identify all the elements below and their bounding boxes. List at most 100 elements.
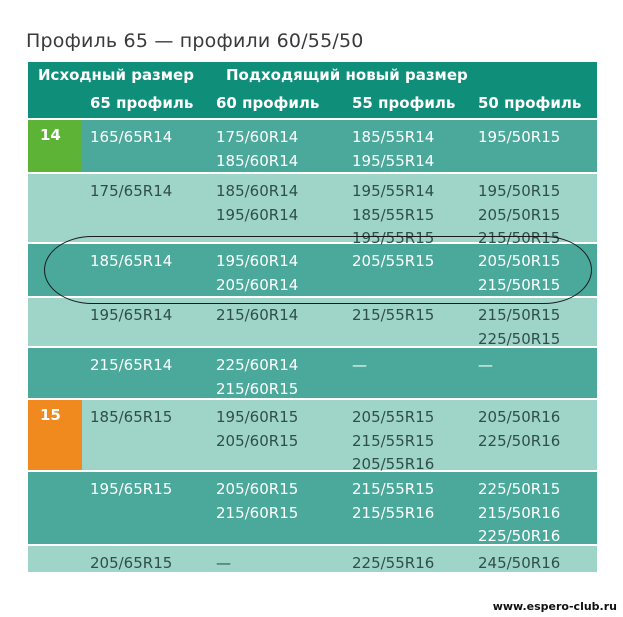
size-value: 215/55R15	[352, 431, 435, 450]
table-row: 195/65R15 205/60R15 215/60R15 215/55R15 215/…	[28, 470, 597, 545]
size-value: 195/50R15	[478, 182, 561, 200]
size-value: 205/55R15	[352, 252, 435, 270]
original-size-cell: 215/65R14	[90, 356, 173, 374]
original-size-cell: 165/65R14	[90, 128, 173, 146]
tire-size-table: Исходный размер Подходящий новый размер …	[28, 62, 597, 572]
header-col-55: 55 профиль	[352, 94, 456, 112]
profile-60-cell: 225/60R14 215/60R15	[216, 348, 352, 401]
size-value: 205/50R15	[478, 205, 561, 224]
size-value: —	[216, 554, 231, 572]
rim-size-badge-empty	[28, 298, 82, 346]
profile-50-cell: 195/50R15	[478, 120, 597, 150]
size-value: 225/60R14	[216, 356, 299, 374]
size-value: 185/55R14	[352, 128, 435, 146]
rim-size-badge: 14	[28, 120, 82, 172]
table-row: 185/65R14 195/60R14 205/60R14 205/55R15 205/…	[28, 242, 597, 296]
size-value: 225/50R15	[478, 329, 561, 348]
rim-size-badge: 15	[28, 400, 82, 470]
size-value: 195/60R15	[216, 408, 299, 426]
size-value: 185/60R14	[216, 182, 299, 200]
size-value: 215/60R14	[216, 306, 299, 324]
size-value: 195/55R15	[352, 229, 435, 247]
size-value: 205/50R16	[478, 408, 561, 426]
profile-50-cell: —	[478, 348, 597, 378]
size-value: 215/50R16	[478, 503, 561, 522]
table-header-columns: 65 профиль 60 профиль 55 профиль 50 проф…	[28, 88, 597, 118]
size-value: 195/50R15	[478, 128, 561, 146]
header-new-size: Подходящий новый размер	[226, 66, 468, 84]
profile-60-cell: 195/60R15 205/60R15	[216, 400, 352, 453]
size-value: 195/60R14	[216, 205, 299, 224]
watermark: www.espero-club.ru	[492, 600, 617, 613]
size-value: —	[478, 356, 493, 374]
profile-55-cell: 215/55R15 215/55R16	[352, 472, 478, 525]
size-value: 195/55R14	[352, 182, 435, 200]
rim-size-badge-empty	[28, 244, 82, 296]
size-value: 225/50R15	[478, 480, 561, 498]
header-col-50: 50 профиль	[478, 94, 582, 112]
profile-60-cell: 215/60R14	[216, 298, 352, 328]
profile-55-cell: 205/55R15	[352, 244, 478, 274]
rim-size-badge-empty	[28, 348, 82, 398]
original-size-cell: 185/65R15	[90, 408, 173, 426]
size-value: 245/50R16	[478, 554, 561, 572]
table-row: 15 185/65R15 195/60R15 205/60R15 205/55R15 21…	[28, 398, 597, 473]
rim-size-badge-empty	[28, 472, 82, 544]
profile-50-cell: 205/50R16 225/50R16	[478, 400, 597, 453]
profile-55-cell: 225/55R16	[352, 546, 478, 576]
size-value: 215/60R15	[216, 379, 299, 398]
size-value: 205/60R14	[216, 275, 299, 294]
size-value: 225/50R16	[478, 527, 561, 545]
original-size-cell: 205/65R15	[90, 554, 173, 572]
profile-50-cell: 205/50R15 215/50R15	[478, 244, 597, 297]
size-value: 185/55R15	[352, 205, 435, 224]
table-header-top: Исходный размер Подходящий новый размер	[28, 62, 597, 88]
size-value: 205/50R15	[478, 252, 561, 270]
size-value: 215/55R15	[352, 480, 435, 498]
profile-55-cell: 215/55R15	[352, 298, 478, 328]
size-value: 215/50R15	[478, 306, 561, 324]
original-size-cell: 195/65R15	[90, 480, 173, 498]
table-row: 14 165/65R14 175/60R14 185/60R14 185/55R14 19…	[28, 118, 597, 172]
size-value: 175/60R14	[216, 128, 299, 146]
size-value: 205/60R15	[216, 480, 299, 498]
profile-50-cell: 195/50R15 205/50R15 215/50R15	[478, 174, 597, 251]
size-value: 215/50R15	[478, 275, 561, 294]
size-value: 225/50R16	[478, 431, 561, 450]
table-body: 14 165/65R14 175/60R14 185/60R14 185/55R14 19…	[28, 118, 597, 572]
profile-50-cell: 225/50R15 215/50R16 225/50R16	[478, 472, 597, 549]
profile-55-cell: 205/55R15 215/55R15 205/55R16	[352, 400, 478, 477]
profile-50-cell: 245/50R16	[478, 546, 597, 576]
size-value: 205/60R15	[216, 431, 299, 450]
size-value: 215/60R15	[216, 503, 299, 522]
profile-60-cell: 195/60R14 205/60R14	[216, 244, 352, 297]
size-value: 215/55R15	[352, 306, 435, 324]
page-title: Профиль 65 — профили 60/55/50	[26, 30, 364, 52]
size-value: 195/60R14	[216, 252, 299, 270]
size-value: 205/55R16	[352, 455, 435, 473]
header-col-65: 65 профиль	[90, 94, 194, 112]
table-row: 195/65R14 215/60R14 215/55R15 215/50R15 225/…	[28, 296, 597, 348]
header-original-size: Исходный размер	[38, 66, 194, 84]
profile-55-cell: 195/55R14 185/55R15 195/55R15	[352, 174, 478, 251]
header-col-60: 60 профиль	[216, 94, 320, 112]
profile-55-cell: 185/55R14 195/55R14	[352, 120, 478, 173]
rim-size-badge-empty	[28, 174, 82, 242]
size-value: 205/55R15	[352, 408, 435, 426]
rim-size-badge-empty	[28, 546, 82, 572]
profile-60-cell: 205/60R15 215/60R15	[216, 472, 352, 525]
size-value: 185/60R14	[216, 151, 299, 170]
profile-60-cell: 185/60R14 195/60R14	[216, 174, 352, 227]
size-value: 195/55R14	[352, 151, 435, 170]
original-size-cell: 195/65R14	[90, 306, 173, 324]
table-row: 215/65R14 225/60R14 215/60R15 — —	[28, 346, 597, 398]
profile-50-cell: 215/50R15 225/50R15	[478, 298, 597, 351]
original-size-cell: 175/65R14	[90, 182, 173, 200]
size-value: —	[352, 356, 367, 374]
table-row: 205/65R15 — 225/55R16 245/50R16	[28, 544, 597, 572]
original-size-cell: 185/65R14	[90, 252, 173, 270]
profile-60-cell: —	[216, 546, 352, 576]
profile-60-cell: 175/60R14 185/60R14	[216, 120, 352, 173]
size-value: 215/55R16	[352, 503, 435, 522]
size-value: 225/55R16	[352, 554, 435, 572]
